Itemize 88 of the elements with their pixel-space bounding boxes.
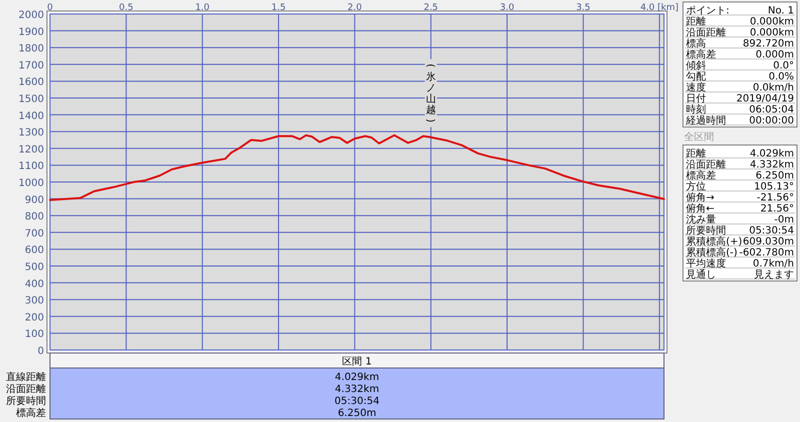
text: 6.250m xyxy=(338,408,376,419)
text: 距離 xyxy=(686,16,706,28)
text: 沿面距離 xyxy=(686,26,726,38)
text: 00:00:00 xyxy=(749,116,794,126)
y-tick-label: 2000 xyxy=(18,10,44,21)
text: 0.0° xyxy=(773,60,794,72)
y-tick-label: 1700 xyxy=(18,60,44,72)
text: 方位 xyxy=(686,180,706,192)
text: 0.0km/h xyxy=(752,82,794,94)
text: -21.56° xyxy=(756,192,794,204)
text: 4.029km xyxy=(334,372,380,383)
text: 距離 xyxy=(686,148,706,160)
y-tick-label: 0 xyxy=(38,346,44,357)
x-tick-label: 4.0 [km] xyxy=(640,3,679,13)
text: 4.332km xyxy=(750,160,794,170)
text: 0.000km xyxy=(750,16,794,28)
y-tick-label: 1500 xyxy=(18,94,44,105)
text: 経過時間 xyxy=(685,114,726,126)
text: 2019/04/19 xyxy=(736,94,794,104)
y-tick-label: 1100 xyxy=(18,161,44,172)
y-tick-label: 700 xyxy=(24,228,44,240)
text: 0.7km/h xyxy=(752,258,794,270)
text: 標高差 xyxy=(686,48,716,60)
text: 6.250m xyxy=(756,170,794,182)
y-tick-label: 1800 xyxy=(18,44,44,55)
y-tick-label: 1600 xyxy=(18,77,44,88)
x-tick-label: 0 xyxy=(47,3,54,13)
text: 見えます xyxy=(754,270,794,280)
y-tick-label: 1300 xyxy=(18,128,44,139)
y-tick-label: 200 xyxy=(24,312,44,324)
x-tick-label: 3.0 xyxy=(500,3,514,13)
y-tick-label: 500 xyxy=(24,262,44,273)
y-tick-label: 1400 xyxy=(18,110,44,122)
text: 平均速度 xyxy=(686,258,726,270)
y-tick-label: 900 xyxy=(24,194,44,206)
y-tick-label: 1000 xyxy=(18,178,44,189)
x-tick-label: 1.0 xyxy=(195,3,210,13)
text: 0.0% xyxy=(768,72,794,82)
y-tick-label: 400 xyxy=(24,278,44,290)
text: 標高差 xyxy=(16,407,46,419)
text: 沈み量 xyxy=(686,214,716,226)
text: 0.000m xyxy=(756,50,794,60)
text: 区間 1 xyxy=(342,356,372,368)
text: 4.029km xyxy=(750,148,794,160)
text: 所要時間 xyxy=(6,395,46,407)
text: 速度 xyxy=(686,82,706,94)
text: 0.000km xyxy=(750,28,794,38)
y-tick-label: 1900 xyxy=(18,26,44,38)
text: 沿面距離 xyxy=(686,158,726,170)
text: No. 1 xyxy=(768,6,794,16)
text: 全区間 xyxy=(684,131,714,143)
y-tick-label: 100 xyxy=(24,329,44,340)
text: ポイント: xyxy=(686,6,730,16)
y-tick-label: 1200 xyxy=(18,144,44,156)
text: 4.332km xyxy=(334,384,380,395)
text: 所要時間 xyxy=(686,224,726,236)
line-series xyxy=(49,134,665,201)
text: -602.780m xyxy=(739,248,794,258)
x-tick-label: 2.0 xyxy=(348,3,362,13)
text: 06:05:04 xyxy=(749,104,794,116)
text: 直線距離 xyxy=(6,371,46,383)
text: 俯角→ xyxy=(686,192,714,204)
text: 累積標高(-) xyxy=(686,246,738,258)
x-tick-label: 3.5 xyxy=(576,3,590,13)
text: 標高 xyxy=(686,38,706,50)
text: 21.56° xyxy=(760,204,794,214)
text: 勾配 xyxy=(686,70,706,82)
text: 609.030m xyxy=(742,236,794,248)
text: 日付 xyxy=(686,94,706,104)
annotation: (氷ノ山越) xyxy=(424,64,436,123)
text: 俯角← xyxy=(686,202,714,214)
x-tick-label: 0.5 xyxy=(119,3,134,13)
x-tick-label: 2.5 xyxy=(424,3,438,13)
text: 標高差 xyxy=(686,170,716,182)
text: 見通し xyxy=(686,268,716,280)
text: 時刻 xyxy=(686,104,706,116)
x-tick-label: 1.5 xyxy=(271,3,286,13)
text: 105.13° xyxy=(754,182,794,192)
y-tick-label: 800 xyxy=(24,212,44,223)
text: 05:30:54 xyxy=(749,226,794,236)
y-tick-label: 600 xyxy=(24,245,44,256)
text: 892.720m xyxy=(742,38,794,50)
text: 沿面距離 xyxy=(6,383,46,395)
text: 累積標高(+) xyxy=(686,236,742,248)
text: 05:30:54 xyxy=(334,396,380,407)
text: 傾斜 xyxy=(686,60,706,72)
y-tick-label: 300 xyxy=(24,296,44,307)
text: -0m xyxy=(774,214,794,226)
